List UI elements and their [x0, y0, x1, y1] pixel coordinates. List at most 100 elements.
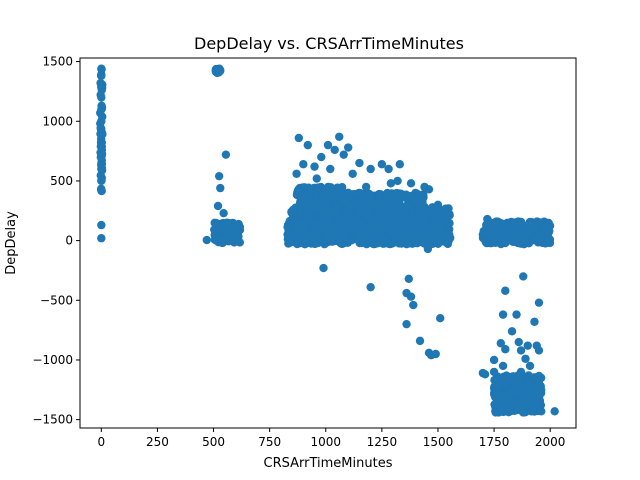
data-point	[442, 236, 452, 245]
data-point	[543, 235, 553, 244]
x-tick-label: 1500	[423, 435, 454, 449]
y-tick-label: −1000	[32, 353, 73, 367]
data-point	[519, 408, 528, 417]
data-point	[97, 71, 106, 81]
data-point	[490, 400, 499, 409]
data-point	[366, 191, 375, 200]
data-point	[310, 162, 319, 171]
data-point	[402, 236, 412, 246]
data-point	[219, 208, 228, 218]
data-point	[332, 208, 342, 217]
data-point	[480, 370, 490, 379]
data-point	[332, 236, 341, 245]
x-axis: 0 250 500 750 1000 1250 1500 1750 2000	[98, 428, 566, 449]
data-point	[390, 210, 399, 219]
data-point	[406, 292, 416, 301]
data-point	[395, 160, 405, 169]
data-point	[319, 209, 329, 218]
data-point	[226, 235, 235, 244]
data-point	[214, 171, 224, 181]
data-point	[97, 81, 106, 90]
data-point	[433, 238, 443, 248]
data-point	[550, 407, 559, 416]
data-point	[390, 225, 399, 234]
data-point	[501, 286, 510, 295]
data-point	[537, 234, 546, 243]
data-point	[97, 186, 106, 195]
data-point	[521, 354, 530, 363]
data-point	[400, 212, 409, 221]
data-point	[365, 212, 375, 222]
data-point	[335, 132, 344, 141]
data-point	[540, 225, 550, 234]
plot-frame	[79, 57, 577, 429]
data-point	[537, 407, 546, 416]
data-point	[492, 217, 501, 226]
data-point	[530, 317, 539, 326]
data-point	[97, 152, 106, 162]
data-point	[489, 355, 499, 365]
data-point	[393, 176, 402, 186]
data-point	[366, 235, 375, 244]
data-point	[366, 282, 375, 292]
data-point	[532, 393, 541, 403]
data-point	[515, 374, 525, 383]
data-point	[317, 152, 326, 162]
data-point	[313, 183, 323, 192]
data-point	[501, 379, 510, 389]
data-point	[523, 231, 532, 241]
data-point	[97, 64, 106, 73]
data-point	[422, 218, 431, 227]
data-point	[436, 232, 445, 241]
data-point	[312, 236, 321, 246]
data-point	[310, 206, 319, 215]
data-point	[326, 225, 335, 234]
data-point	[97, 128, 106, 138]
y-axis: −1500 −1000 −500 0 500 1000 1500	[32, 55, 80, 427]
data-point	[97, 220, 106, 230]
data-point	[525, 361, 535, 371]
data-point	[530, 224, 540, 233]
data-point	[292, 239, 302, 249]
data-point	[343, 238, 352, 247]
data-point	[519, 391, 528, 400]
data-point	[377, 160, 387, 169]
data-point	[361, 226, 370, 236]
x-axis-label: CRSArrTimeMinutes	[264, 456, 393, 471]
data-point	[498, 310, 508, 319]
x-tick-label: 2000	[535, 435, 566, 449]
data-point	[348, 222, 357, 232]
data-point	[213, 201, 223, 211]
data-point	[431, 349, 440, 359]
data-point	[216, 183, 225, 193]
data-point	[408, 207, 417, 216]
data-point	[534, 346, 544, 355]
data-point	[299, 200, 308, 210]
data-point	[406, 179, 416, 188]
data-point	[97, 117, 106, 126]
data-point	[221, 150, 231, 159]
data-point	[501, 238, 510, 248]
data-point	[410, 222, 419, 232]
data-point	[222, 218, 232, 227]
data-point	[507, 327, 517, 336]
data-point	[404, 274, 413, 284]
data-point	[384, 164, 393, 174]
data-point	[422, 210, 431, 219]
data-point	[386, 179, 396, 188]
data-point	[505, 395, 514, 404]
data-point	[382, 233, 391, 242]
data-point	[516, 367, 526, 377]
data-point	[498, 361, 508, 371]
data-point	[97, 234, 106, 243]
data-point	[343, 188, 353, 198]
data-point	[409, 300, 418, 310]
data-point	[423, 244, 433, 254]
data-point	[294, 133, 304, 143]
data-point	[512, 310, 521, 319]
data-point	[292, 169, 301, 178]
data-point	[291, 226, 300, 236]
data-point	[214, 66, 224, 75]
data-point	[411, 235, 420, 244]
data-point	[97, 164, 106, 174]
